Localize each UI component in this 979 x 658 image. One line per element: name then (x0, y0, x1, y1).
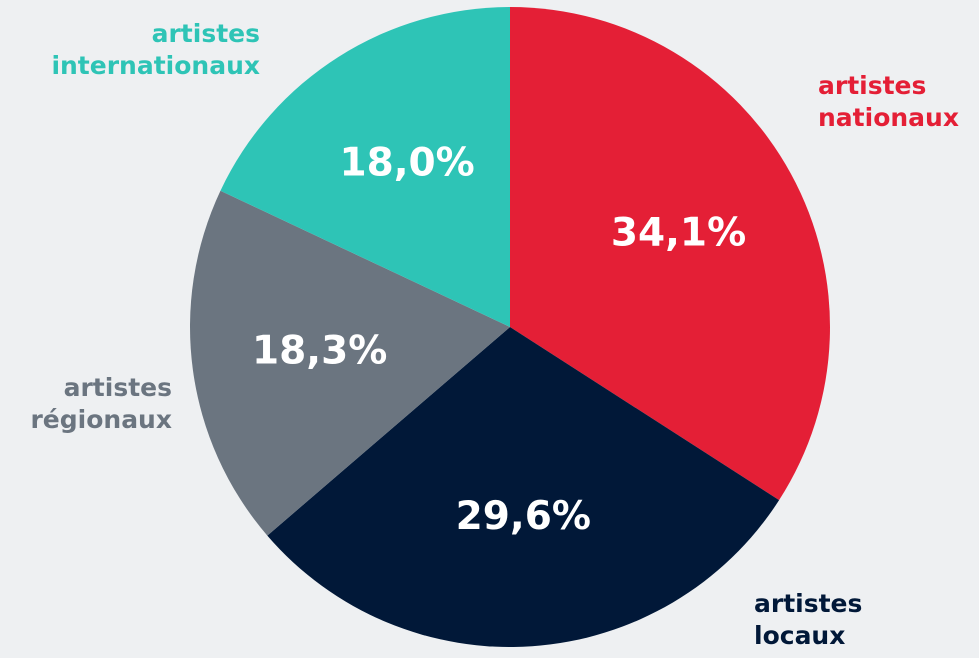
category-label-internationaux-line1: artistes (151, 19, 260, 48)
category-label-internationaux: artistes internationaux (30, 18, 260, 82)
category-label-regionaux: artistes régionaux (18, 372, 172, 436)
value-label-regionaux: 18,3% (252, 328, 387, 373)
value-label-internationaux: 18,0% (339, 140, 474, 185)
slice-artistes-regionaux (190, 190, 511, 536)
slice-artistes-nationaux (510, 7, 830, 501)
slice-artistes-locaux (267, 327, 780, 648)
slice-artistes-internationaux (220, 7, 510, 327)
category-label-nationaux: artistes nationaux (818, 70, 959, 134)
category-label-nationaux-line1: artistes (818, 71, 927, 100)
category-label-nationaux-line2: nationaux (818, 103, 959, 132)
category-label-internationaux-line2: internationaux (51, 51, 260, 80)
category-label-locaux: artistes locaux (754, 588, 862, 652)
value-label-locaux: 29,6% (456, 494, 591, 539)
value-label-nationaux: 34,1% (611, 211, 746, 256)
category-label-regionaux-line1: artistes (63, 373, 172, 402)
category-label-locaux-line2: locaux (754, 621, 846, 650)
category-label-locaux-line1: artistes (754, 589, 863, 618)
category-label-regionaux-line2: régionaux (30, 405, 172, 434)
